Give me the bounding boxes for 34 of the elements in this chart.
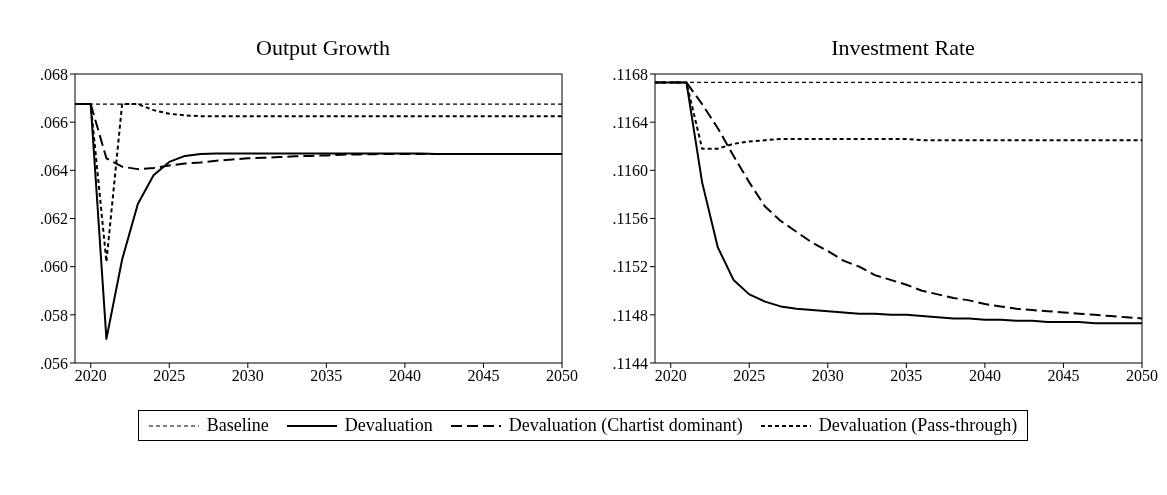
- y-tick-label: .056: [40, 354, 68, 372]
- y-tick-label: .1168: [612, 65, 648, 83]
- x-tick-label: 2035: [310, 367, 343, 385]
- legend-label: Devaluation: [344, 415, 433, 436]
- y-tick-label: .1160: [612, 162, 648, 180]
- y-tick-label: .060: [40, 258, 68, 276]
- x-tick-label: 2020: [74, 367, 107, 385]
- chart-title: Output Growth: [256, 35, 390, 60]
- x-tick-label: 2025: [153, 367, 186, 385]
- legend-label: Devaluation (Chartist dominant): [508, 415, 743, 436]
- y-tick-label: .062: [40, 210, 68, 228]
- y-tick-label: .058: [40, 306, 68, 324]
- x-tick-label: 2045: [467, 367, 500, 385]
- y-tick-label: .1156: [612, 210, 648, 228]
- x-tick-label: 2050: [1126, 367, 1158, 385]
- y-tick-label: .1148: [612, 306, 648, 324]
- y-tick-label: .1152: [612, 258, 648, 276]
- y-tick-label: .066: [40, 113, 68, 131]
- chart-title: Investment Rate: [831, 35, 975, 60]
- x-tick-label: 2050: [546, 367, 578, 385]
- y-tick-label: .1164: [612, 113, 648, 131]
- x-tick-label: 2045: [1047, 367, 1080, 385]
- x-tick-label: 2030: [811, 367, 844, 385]
- y-tick-label: .064: [40, 162, 68, 180]
- x-tick-label: 2040: [968, 367, 1001, 385]
- x-tick-label: 2040: [388, 367, 421, 385]
- legend-label: Baseline: [206, 415, 269, 436]
- legend-label: Devaluation (Pass-through): [818, 415, 1018, 436]
- x-tick-label: 2020: [654, 367, 687, 385]
- y-tick-label: .068: [40, 65, 68, 83]
- x-tick-label: 2025: [733, 367, 766, 385]
- x-tick-label: 2035: [890, 367, 923, 385]
- y-tick-label: .1144: [612, 354, 648, 372]
- x-tick-label: 2030: [231, 367, 264, 385]
